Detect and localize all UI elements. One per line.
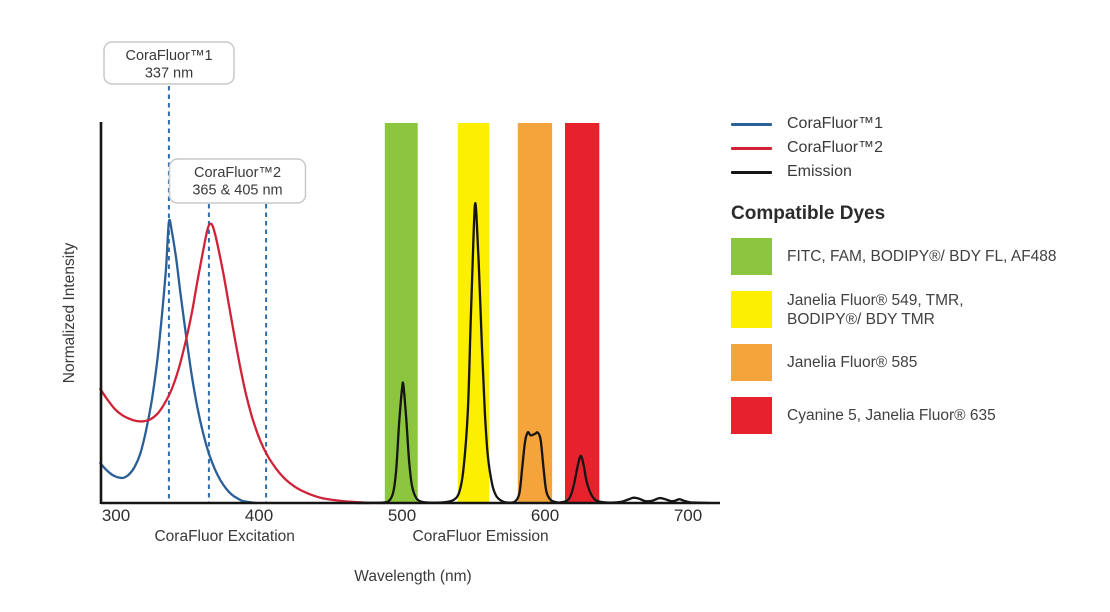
compatible-dyes-heading: Compatible Dyes — [731, 203, 886, 224]
legend-label: Emission — [787, 163, 852, 180]
x-tick-label-group: 300 400 500 600 700 — [102, 506, 702, 525]
x-tick-label: 700 — [674, 506, 702, 525]
dye-band-group — [384, 123, 600, 503]
series-curve-2 — [355, 202, 711, 505]
annotation-box — [168, 158, 307, 204]
annotation-text: 365 & 405 nm — [192, 183, 282, 199]
legend-label: CoraFluor™2 — [787, 139, 884, 156]
dye-label: FITC, FAM, BODIPY®/ BDY FL, AF488 — [787, 247, 1057, 266]
orange-swatch — [731, 344, 772, 381]
dye-row-orange: Janelia Fluor® 585 — [731, 344, 1103, 381]
yellow-swatch — [731, 291, 772, 328]
red-filter-band — [565, 123, 600, 503]
dye-label: Cyanine 5, Janelia Fluor® 635 — [787, 406, 996, 425]
x-section-label: CoraFluor Emission — [413, 528, 549, 545]
dye-label: Janelia Fluor® 585 — [787, 353, 917, 372]
series-curve-1 — [99, 222, 386, 505]
x-tick-label: 500 — [388, 506, 416, 525]
annotation-text: CoraFluor™1 — [125, 48, 212, 64]
dye-row-red: Cyanine 5, Janelia Fluor® 635 — [731, 397, 1103, 434]
dye-label-line: Janelia Fluor® 585 — [787, 354, 918, 371]
spectra-curve-group — [99, 202, 711, 505]
excitation-marker-group — [167, 86, 268, 502]
x-axis-title: Wavelength (nm) — [354, 568, 471, 585]
green-swatch — [731, 238, 772, 275]
red-swatch — [731, 397, 772, 434]
axes — [99, 122, 720, 505]
y-axis-title: Normalized Intensity — [61, 243, 78, 384]
blue-line-swatch — [731, 122, 772, 126]
dye-label-line: FITC, FAM, BODIPY®/ BDY FL, AF488 — [787, 248, 1057, 265]
legend-item-corafluor2: CoraFluor™2 — [731, 138, 1103, 158]
red-line-swatch — [731, 146, 772, 150]
x-tick-label: 300 — [102, 506, 130, 525]
spectra-chart: 300 400 500 600 700 CoraFluor Excitation Cora… — [61, 41, 720, 585]
series-curve-0 — [99, 218, 258, 505]
dye-label-line: Janelia Fluor® 549, TMR, — [787, 291, 964, 309]
x-section-label-group: CoraFluor Excitation CoraFluor Emission — [154, 528, 548, 545]
annotation-text: CoraFluor™2 — [194, 165, 281, 181]
legend-label: CoraFluor™1 — [787, 115, 884, 132]
x-tick-label: 400 — [245, 506, 273, 525]
yellow-filter-band — [457, 123, 490, 503]
dye-label-line: Cyanine 5, Janelia Fluor® 635 — [787, 407, 996, 424]
orange-filter-band — [517, 123, 553, 503]
legend-item-corafluor1: CoraFluor™1 — [731, 114, 1103, 134]
dye-row-green: FITC, FAM, BODIPY®/ BDY FL, AF488 — [731, 238, 1103, 275]
x-tick-label: 600 — [531, 506, 559, 525]
x-section-label: CoraFluor Excitation — [154, 528, 294, 545]
dye-label-line: BODIPY®/ BDY TMR — [787, 310, 935, 328]
dye-label: Janelia Fluor® 549, TMR, BODIPY®/ BDY TM… — [787, 291, 964, 329]
annotation-text: 337 nm — [145, 66, 193, 82]
annotation-box-group: CoraFluor™1 337 nm CoraFluor™2 365 & 405 nm — [103, 41, 307, 204]
annotation-box — [103, 41, 235, 85]
legend-panel: CoraFluor™1 CoraFluor™2 Emission Compati… — [731, 0, 1103, 450]
dye-row-yellow: Janelia Fluor® 549, TMR, BODIPY®/ BDY TM… — [731, 291, 1103, 328]
green-filter-band — [384, 123, 418, 503]
legend-item-emission: Emission — [731, 162, 1103, 182]
black-line-swatch — [731, 170, 772, 174]
